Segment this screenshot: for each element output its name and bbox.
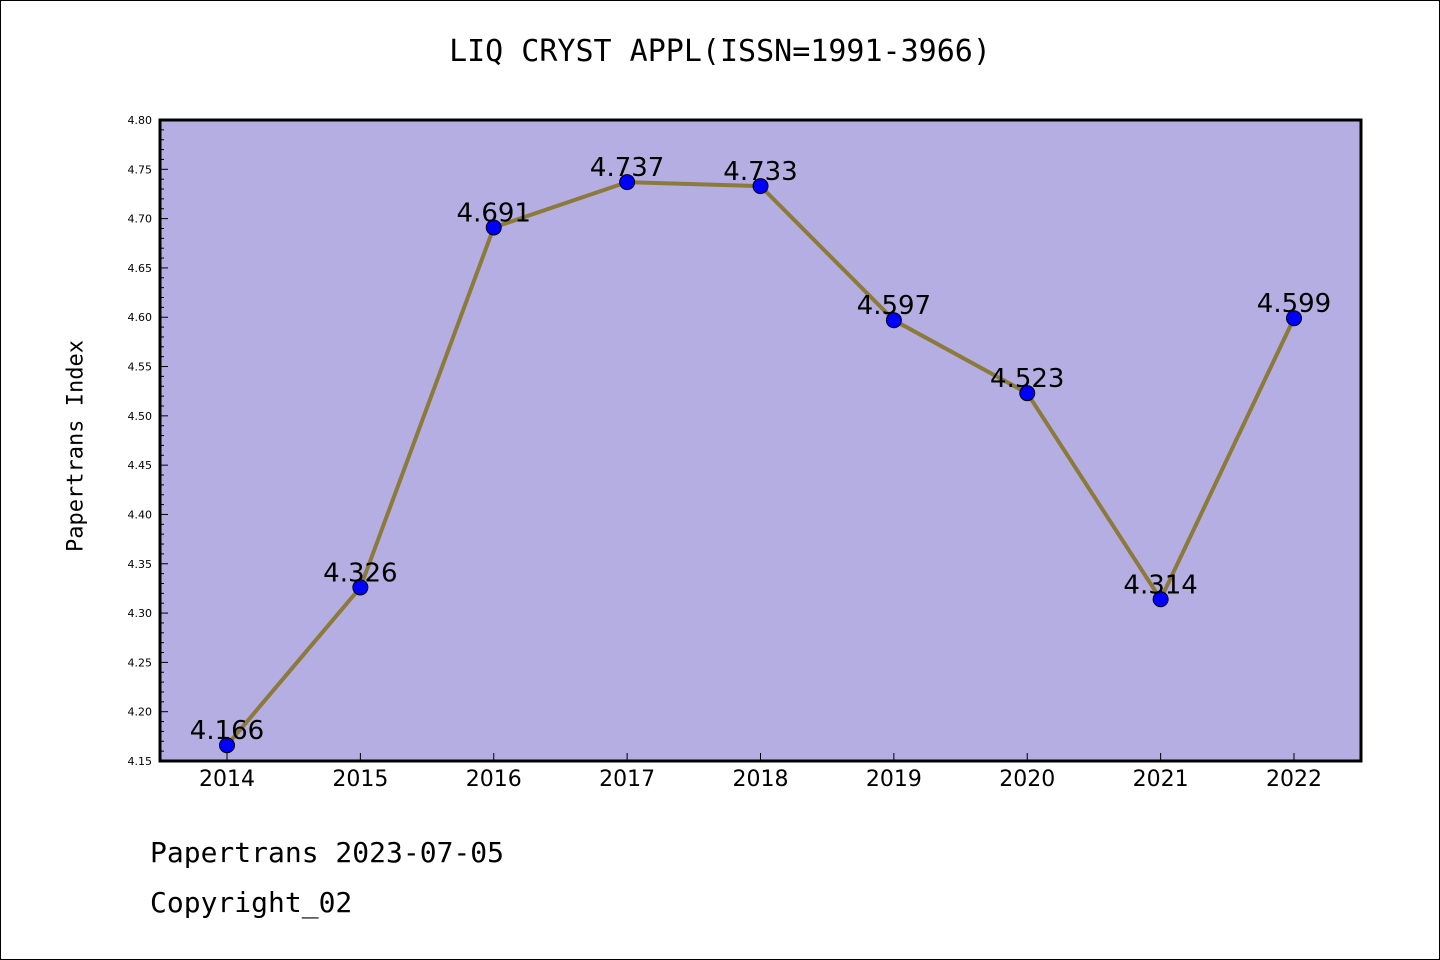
chart-title: LIQ CRYST APPL(ISSN=1991-3966) (449, 34, 991, 69)
y-tick-label: 4.35 (128, 558, 153, 571)
data-point (352, 579, 369, 596)
x-tick-label: 2015 (332, 767, 388, 792)
x-tick-label: 2016 (466, 767, 522, 792)
y-tick-label: 4.15 (128, 755, 153, 768)
x-tick-label: 2014 (199, 767, 255, 792)
data-label: 4.326 (323, 558, 397, 588)
x-tick-label: 2021 (1133, 767, 1189, 792)
data-label: 4.737 (590, 153, 664, 183)
y-axis: 4.15 4.20 4.25 4.30 4.35 4.40 4.45 4.50 4.55 4.60… (128, 114, 168, 768)
y-tick-label: 4.20 (128, 706, 153, 719)
data-label: 4.599 (1257, 289, 1331, 319)
data-markers (219, 174, 1302, 754)
data-point (752, 178, 769, 195)
data-point (219, 737, 235, 754)
y-tick-label: 4.25 (128, 656, 153, 669)
data-label: 4.314 (1123, 570, 1197, 600)
footer-copyright: Copyright_02 (150, 886, 353, 919)
y-tick-label: 4.60 (128, 311, 153, 324)
data-label: 4.597 (857, 291, 931, 321)
x-tick-label: 2022 (1266, 767, 1322, 792)
y-tick-label: 4.80 (128, 114, 153, 127)
x-axis: 2014 2015 2016 2017 2018 2019 2020 2021 2022 (199, 753, 1322, 792)
y-tick-label: 4.65 (128, 262, 153, 275)
y-tick-label: 4.30 (128, 607, 153, 620)
data-point (1152, 591, 1169, 608)
data-point (885, 312, 902, 329)
data-label: 4.691 (457, 198, 531, 228)
data-labels: 4.166 4.326 4.691 4.737 4.733 4.597 4.523 4.314… (190, 153, 1331, 746)
y-tick-label: 4.45 (128, 459, 153, 472)
y-tick-label: 4.40 (128, 508, 153, 521)
data-label: 4.523 (990, 364, 1064, 394)
data-point (1286, 310, 1302, 327)
footer-date: Papertrans 2023-07-05 (150, 836, 505, 869)
plot-area (160, 120, 1361, 761)
data-label: 4.166 (190, 716, 264, 746)
y-tick-label: 4.70 (128, 213, 153, 226)
y-tick-label: 4.50 (128, 410, 153, 423)
y-tick-label: 4.55 (128, 361, 153, 374)
data-point (619, 174, 636, 191)
x-tick-label: 2018 (733, 767, 789, 792)
data-point (1019, 385, 1036, 402)
data-point (485, 219, 502, 236)
x-tick-label: 2019 (866, 767, 922, 792)
x-tick-label: 2020 (999, 767, 1055, 792)
plot-border (158, 118, 1363, 763)
data-label: 4.733 (723, 157, 797, 187)
y-tick-label: 4.75 (128, 163, 153, 176)
x-tick-label: 2017 (599, 767, 655, 792)
